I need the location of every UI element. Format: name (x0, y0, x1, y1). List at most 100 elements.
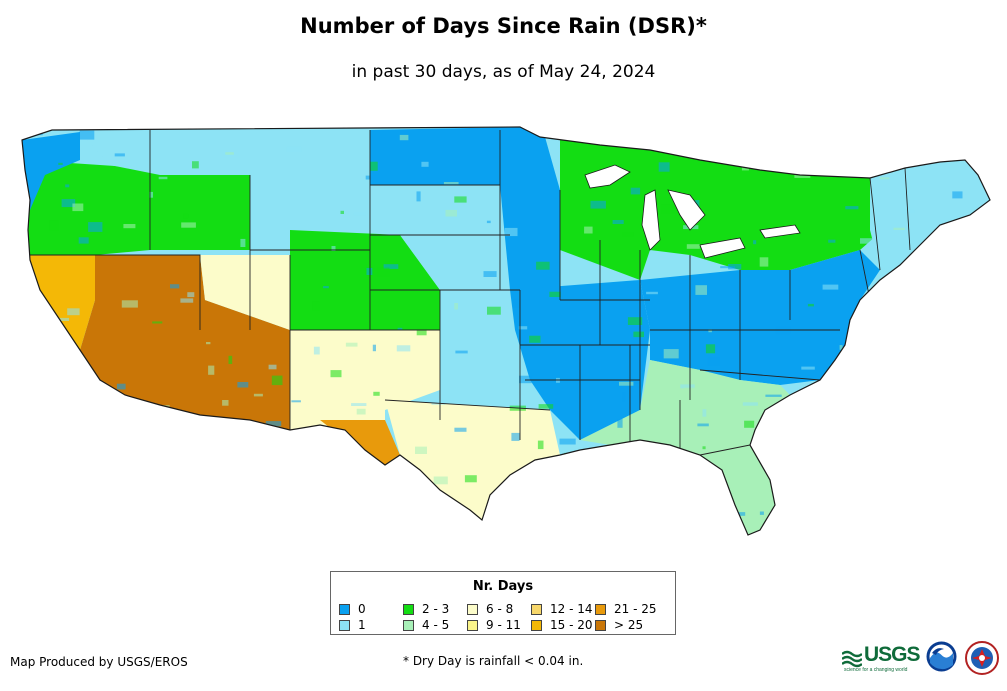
raster-cell (590, 200, 606, 209)
raster-cell (312, 301, 320, 311)
raster-cell (694, 200, 700, 208)
legend-item: 6 - 8 (467, 602, 513, 616)
raster-cell (672, 210, 676, 213)
raster-cell (513, 298, 520, 308)
raster-cell (396, 345, 411, 352)
raster-cell (416, 191, 421, 202)
raster-cell (617, 418, 623, 428)
raster-cell (759, 257, 769, 267)
legend-item: 12 - 14 (531, 602, 593, 616)
region-florida (700, 445, 775, 535)
usgs-tagline: science for a changing world (844, 667, 908, 673)
raster-cell (893, 227, 905, 230)
raster-cell (49, 220, 59, 231)
raster-cell (968, 305, 979, 315)
raster-cell (365, 175, 372, 180)
raster-cell (627, 317, 643, 325)
state-border-line (699, 444, 751, 456)
legend-label: 0 (358, 602, 366, 616)
raster-cell (79, 130, 95, 140)
state-border-line (904, 167, 911, 251)
raster-cell (366, 267, 373, 275)
raster-cell (331, 246, 336, 251)
region-utah-colorado-west (200, 255, 290, 330)
usgs-wave-icon (842, 650, 862, 668)
state-border-line (384, 399, 551, 411)
raster-cell (323, 286, 329, 289)
raster-cell (511, 432, 520, 441)
legend-swatch (339, 603, 350, 615)
raster-cell (619, 381, 634, 386)
raster-cell (700, 522, 716, 530)
legend-swatch (339, 619, 350, 631)
raster-cell (383, 264, 399, 269)
raster-cell (92, 420, 105, 426)
raster-cell (116, 383, 126, 390)
raster-cell (923, 477, 941, 483)
raster-cell (61, 199, 76, 208)
raster-cell (88, 222, 103, 232)
raster-cell (646, 291, 658, 295)
raster-cell (58, 162, 63, 165)
region-pacific-northwest-coast (22, 132, 80, 210)
raster-cell (941, 491, 956, 498)
raster-cell (549, 291, 561, 297)
state-border-line (699, 369, 821, 381)
raster-cell (271, 375, 283, 386)
raster-cell (483, 271, 497, 277)
region-washington-oregon-interior (25, 160, 250, 255)
region-ohio-valley-appalachia (640, 250, 880, 385)
raster-cell (931, 511, 935, 515)
raster-cell (622, 232, 634, 237)
raster-cell (765, 394, 782, 397)
raster-cell (628, 144, 638, 148)
raster-cell (720, 266, 736, 269)
raster-cell (170, 284, 180, 289)
raster-cell (52, 361, 67, 368)
raster-cell (846, 467, 859, 470)
raster-cell (944, 450, 957, 457)
raster-cell (622, 424, 639, 432)
region-new-england (870, 160, 990, 270)
map-title: Number of Days Since Rain (DSR)* (300, 14, 707, 38)
raster-cell (369, 161, 378, 171)
raster-cell (377, 267, 390, 277)
raster-cell (228, 355, 233, 364)
raster-cell (891, 381, 905, 390)
raster-cell (707, 357, 720, 367)
raster-cell (865, 471, 874, 476)
raster-cell (702, 409, 707, 417)
raster-cell (921, 358, 934, 362)
legend-label: 6 - 8 (486, 602, 514, 616)
raster-cell (906, 453, 911, 460)
raster-cell (839, 345, 843, 350)
legend-label: 15 - 20 (550, 618, 593, 632)
raster-cell (54, 434, 66, 443)
legend-swatch (403, 619, 414, 631)
legend-swatch (595, 619, 606, 631)
raster-cell (65, 184, 70, 188)
raster-cell (923, 153, 930, 157)
raster-cell (686, 244, 700, 249)
raster-cell (384, 186, 400, 190)
raster-cell (538, 404, 554, 409)
raster-cell (853, 457, 868, 466)
raster-cell (433, 476, 448, 485)
raster-cell (518, 326, 528, 330)
raster-cell (62, 395, 67, 402)
raster-cell (454, 196, 467, 203)
noaa-logo-icon (926, 641, 957, 672)
raster-cell (879, 177, 890, 180)
raster-cell (121, 300, 138, 308)
legend-label: 12 - 14 (550, 602, 593, 616)
raster-cell (414, 484, 426, 490)
legend-item: 2 - 3 (403, 602, 449, 616)
raster-cell (205, 465, 213, 476)
map-subtitle: in past 30 days, as of May 24, 2024 (351, 62, 656, 82)
raster-cell (443, 182, 459, 185)
raster-cell (964, 320, 971, 327)
raster-cell (828, 239, 836, 243)
raster-cell (709, 512, 720, 519)
legend-label: 1 (358, 618, 366, 632)
